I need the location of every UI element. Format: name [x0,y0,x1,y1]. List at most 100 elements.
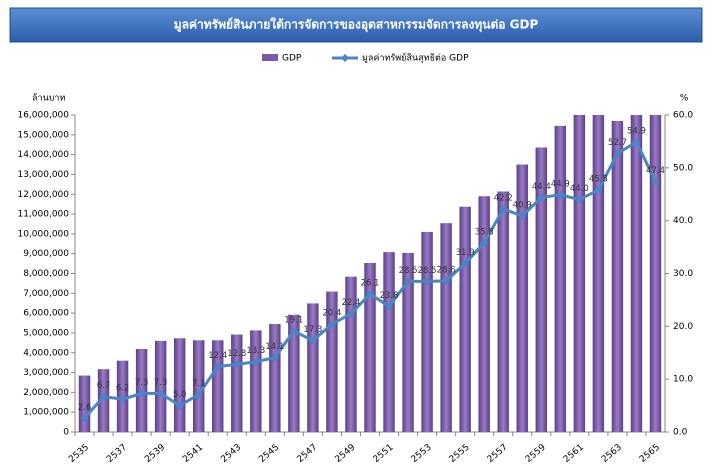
line-marker [156,389,165,398]
data-label: 14.1 [265,342,284,352]
chart-title: มูลค่าทรัพย์สินภายใต้การจัดการของอุตสาหก… [174,17,539,33]
line-marker [537,193,546,202]
bar [421,231,433,432]
y2-tick-label: 60.0 [673,111,693,121]
x-tick-label: 2549 [334,442,358,465]
line-marker [289,327,298,336]
bar [364,262,376,432]
bar [535,147,547,432]
line-marker [175,401,184,410]
y2-tick-label: 20.0 [673,322,693,332]
line-marker [423,277,432,286]
y-tick-label: 10,000,000 [17,229,69,239]
data-label: 12.4 [208,351,227,361]
y-tick-label: 3,000,000 [23,368,69,378]
data-label: 44.9 [551,179,570,189]
data-label: 28.5 [399,266,418,276]
y-tick-label: 6,000,000 [23,309,69,319]
x-tick-label: 2545 [257,443,281,465]
data-label: 2.6 [78,403,92,413]
x-tick-label: 2553 [410,443,434,465]
line-marker [385,302,394,311]
data-label: 13.3 [246,346,265,356]
bar [459,206,471,432]
y2-tick-label: 0.0 [673,428,688,438]
data-label: 42.2 [494,194,513,204]
data-label: 7.1 [192,379,206,389]
y2-tick-label: 10.0 [673,375,693,385]
data-label: 47.4 [646,166,665,176]
data-label: 31.9 [456,248,475,258]
data-label: 22.4 [341,298,360,308]
data-label: 5.0 [173,390,187,400]
legend-marker [341,54,349,62]
line-marker [213,362,222,371]
x-tick-label: 2537 [105,443,129,465]
data-label: 20.4 [322,309,341,319]
data-label: 17.3 [303,325,322,335]
data-label: 26.1 [361,279,380,289]
x-tick-label: 2561 [562,443,586,465]
y-axis-label: ล้านบาท [32,93,65,104]
x-tick-label: 2551 [372,443,396,465]
bar [611,120,624,432]
bar [154,340,167,432]
y-tick-label: 0 [63,428,69,438]
bar [212,340,224,432]
data-label: 28.6 [437,265,456,275]
data-label: 12.8 [227,349,246,359]
data-label: 45.8 [589,175,608,185]
line-marker [480,238,489,247]
bar [573,115,586,432]
x-tick-label: 2541 [181,443,205,465]
line-marker [194,390,203,399]
data-label: 44.4 [532,182,551,192]
line-marker [404,277,413,286]
y2-tick-label: 50.0 [673,163,693,173]
bar [554,125,567,432]
legend-swatch [262,54,278,61]
y-tick-label: 2,000,000 [23,388,69,398]
bar [592,115,605,432]
data-label: 44.0 [570,184,589,194]
y2-tick-label: 40.0 [673,216,693,226]
data-label: 19.1 [284,316,303,326]
y-tick-label: 7,000,000 [23,289,69,299]
y-tick-label: 5,000,000 [23,328,69,338]
line-marker [80,414,89,423]
line-marker [518,211,527,220]
line-marker [575,195,584,204]
line-marker [556,190,565,199]
line-marker [270,353,279,362]
y-tick-label: 8,000,000 [23,269,69,279]
y-tick-label: 14,000,000 [17,150,69,160]
bar [478,196,490,432]
bar [250,330,262,432]
bar [497,191,509,432]
line-marker [137,389,146,398]
bar [193,340,205,432]
line-marker [461,259,470,268]
y2-tick-label: 30.0 [673,269,693,279]
y-tick-label: 16,000,000 [17,111,69,121]
y2-axis-label: % [680,94,689,104]
y-tick-label: 1,000,000 [23,408,69,418]
line-marker [366,290,374,299]
data-label: 54.9 [627,126,646,136]
bar [326,291,338,432]
line-marker [232,360,241,369]
data-label: 52.7 [608,138,627,148]
x-tick-label: 2543 [219,443,243,465]
y-tick-label: 13,000,000 [17,170,69,180]
x-tick-label: 2563 [600,443,624,465]
line-marker [442,276,451,285]
bar [630,115,643,432]
x-tick-label: 2539 [143,442,167,465]
bar [383,252,395,432]
x-tick-label: 2555 [448,443,472,465]
line-marker [118,395,127,404]
data-label: 35.8 [475,227,494,237]
bar [402,252,414,432]
bar [440,223,452,432]
